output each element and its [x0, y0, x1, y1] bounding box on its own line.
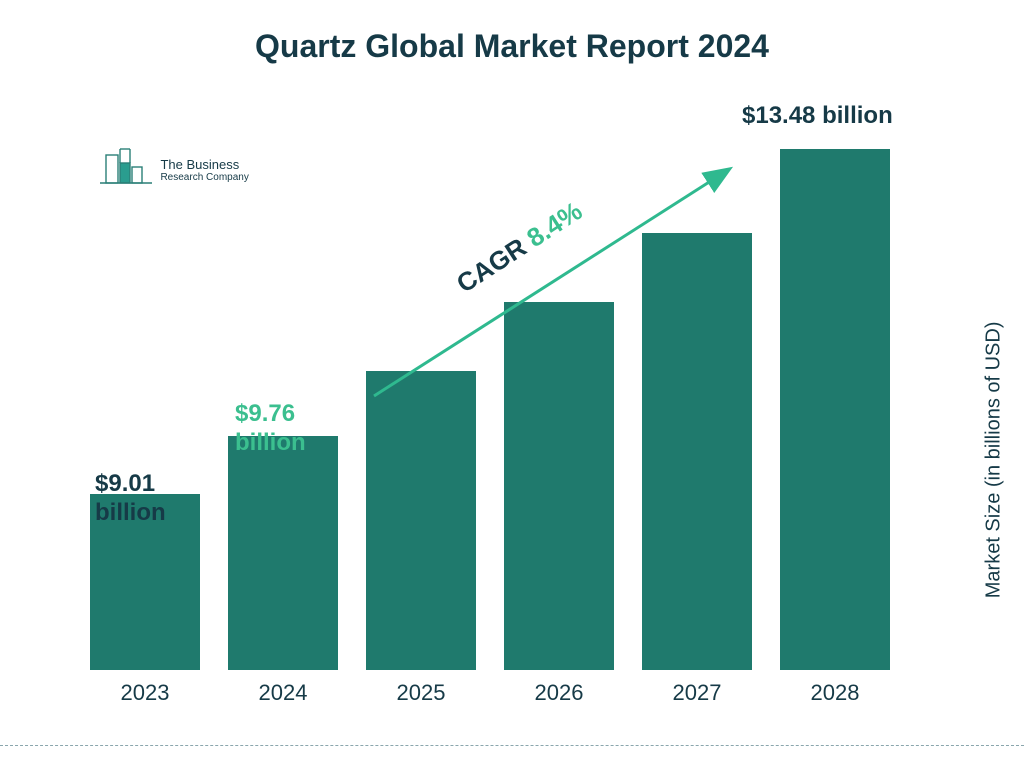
value-callout-1: $9.76billion [235, 400, 306, 458]
footer-divider [0, 745, 1024, 746]
bar-2027 [642, 233, 752, 670]
x-axis-label-2024: 2024 [228, 680, 338, 706]
bar-chart [90, 130, 910, 670]
x-axis-label-2025: 2025 [366, 680, 476, 706]
bar-2028 [780, 149, 890, 670]
bar-2025 [366, 371, 476, 670]
x-axis-label-2027: 2027 [642, 680, 752, 706]
x-axis-label-2023: 2023 [90, 680, 200, 706]
bar-2024 [228, 436, 338, 670]
value-callout-0: $9.01billion [95, 470, 166, 528]
y-axis-label: Market Size (in billions of USD) [983, 322, 1006, 599]
value-callout-2: $13.48 billion [742, 102, 893, 131]
chart-title: Quartz Global Market Report 2024 [0, 28, 1024, 65]
x-axis-label-2026: 2026 [504, 680, 614, 706]
x-axis-label-2028: 2028 [780, 680, 890, 706]
bar-2026 [504, 302, 614, 670]
